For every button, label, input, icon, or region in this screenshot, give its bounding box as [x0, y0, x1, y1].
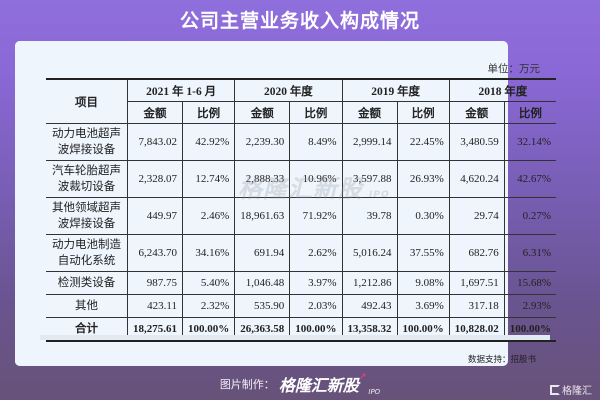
ratio-header: 比例: [181, 101, 236, 124]
table-row: 检测类设备 987.75 5.40% 1,046.48 3.97% 1,212.…: [46, 271, 556, 295]
period-header: 2021 年 1-6 月: [126, 78, 236, 102]
ratio-header: 比例: [503, 101, 556, 124]
cell: 2.03%: [289, 294, 343, 318]
cell: 9.08%: [396, 271, 450, 295]
row-label: 其他: [46, 294, 128, 318]
row-label: 汽车轮胎超声 波裁切设备: [46, 160, 128, 198]
cell: 1,212.86: [341, 271, 398, 295]
cell: 6.31%: [503, 234, 556, 272]
cell: 2.93%: [503, 294, 556, 318]
g-logo-icon: [550, 385, 560, 395]
cell: 987.75: [127, 271, 183, 295]
amount-header: 金额: [234, 101, 291, 124]
table-row: 动力电池超声 波焊接设备 7,843.02 42.92% 2,239.30 8.4…: [46, 123, 556, 161]
cell: 37.55%: [396, 234, 450, 272]
cell: 2.62%: [289, 234, 343, 272]
cell: 39.78: [341, 197, 398, 235]
period-header: 2019 年度: [341, 78, 450, 102]
cell: 5,016.24: [341, 234, 398, 272]
cell: 2.46%: [181, 197, 236, 235]
amount-header: 金额: [127, 101, 183, 124]
cell: 7,843.02: [127, 123, 183, 161]
unit-label: 单位：万元: [487, 63, 541, 75]
cell: 18,961.63: [234, 197, 291, 235]
row-label: 动力电池制造 自动化系统: [46, 234, 128, 272]
cell: 535.90: [234, 294, 291, 318]
brand-logo: 格隆汇新股: [278, 376, 359, 395]
cell: 2.32%: [181, 294, 236, 318]
page-title: 公司主营业务收入构成情况: [179, 10, 420, 32]
cell: 29.74: [448, 197, 505, 235]
table-row: 汽车轮胎超声 波裁切设备 2,328.07 12.74% 2,888.33 10.…: [46, 160, 556, 198]
cell: 3.69%: [396, 294, 450, 318]
corner-logo: 格隆汇: [550, 382, 592, 397]
cell: 26.93%: [396, 160, 450, 198]
cell: 32.14%: [503, 123, 556, 161]
cell: 691.94: [234, 234, 291, 272]
cell: 1,697.51: [448, 271, 505, 295]
ipo-tag: IPO: [368, 388, 381, 396]
cell: 682.76: [448, 234, 505, 272]
cell: 2,999.14: [341, 123, 398, 161]
cell: 423.11: [127, 294, 183, 318]
cell: 4,620.24: [448, 160, 505, 198]
period-header: 2020 年度: [234, 78, 343, 102]
amount-header: 金额: [448, 101, 505, 124]
cell: 6,243.70: [127, 234, 183, 272]
footer-label: 图片制作：: [219, 378, 275, 391]
cell: 71.92%: [289, 197, 343, 235]
cell: 1,046.48: [234, 271, 291, 295]
cell: 42.92%: [181, 123, 236, 161]
cell: 34.16%: [181, 234, 236, 272]
cell: 22.45%: [396, 123, 450, 161]
table-row: 其他 423.11 2.32% 535.90 2.03% 492.43 3.69…: [46, 294, 556, 318]
table-row: 动力电池制造 自动化系统 6,243.70 34.16% 691.94 2.62%…: [46, 234, 556, 272]
row-label: 检测类设备: [46, 271, 128, 295]
row-label: 其他领域超声 波焊接设备: [46, 197, 128, 235]
cell: 449.97: [127, 197, 183, 235]
cell: 15.68%: [503, 271, 556, 295]
revenue-table: 项目 2021 年 1-6 月 2020 年度 2019 年度 2018 年度 …: [46, 78, 556, 342]
cell: 42.67%: [503, 160, 556, 198]
cell: 0.30%: [396, 197, 450, 235]
period-header: 2018 年度: [448, 78, 556, 102]
cell: 0.27%: [503, 197, 556, 235]
cell: 8.49%: [289, 123, 343, 161]
cell: 3.97%: [289, 271, 343, 295]
cell: 2,328.07: [127, 160, 183, 198]
divider: [40, 335, 550, 340]
cell: 2,888.33: [234, 160, 291, 198]
item-header: 项目: [46, 78, 128, 124]
cell: 317.18: [448, 294, 505, 318]
ratio-header: 比例: [396, 101, 450, 124]
cell: 5.40%: [181, 271, 236, 295]
cell: 3,597.88: [341, 160, 398, 198]
cell: 492.43: [341, 294, 398, 318]
source-note: 数据支持：招股书: [467, 355, 536, 365]
cell: 12.74%: [181, 160, 236, 198]
cell: 2,239.30: [234, 123, 291, 161]
ratio-header: 比例: [289, 101, 343, 124]
cell: 10.96%: [289, 160, 343, 198]
amount-header: 金额: [341, 101, 398, 124]
corner-logo-text: 格隆汇: [562, 386, 592, 397]
row-label: 动力电池超声 波焊接设备: [46, 123, 128, 161]
trend-arrow-icon: ↗: [358, 372, 367, 382]
cell: 3,480.59: [448, 123, 505, 161]
footer: 图片制作： 格隆汇新股↗IPO: [0, 372, 600, 396]
table-row: 其他领域超声 波焊接设备 449.97 2.46% 18,961.63 71.92…: [46, 197, 556, 235]
